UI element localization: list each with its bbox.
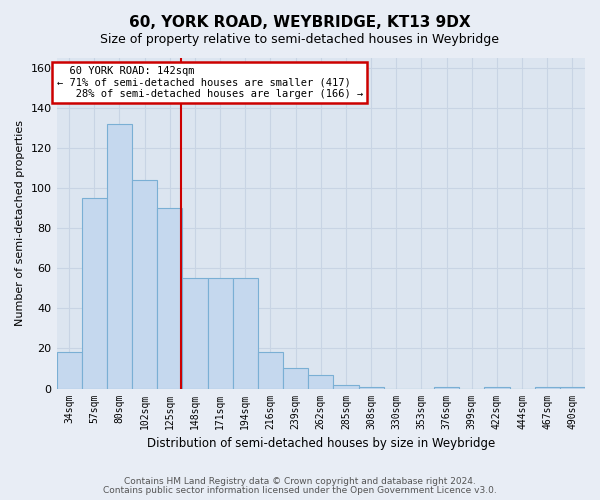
Bar xyxy=(82,198,107,388)
Bar xyxy=(132,180,157,388)
Bar xyxy=(182,278,208,388)
Bar xyxy=(258,352,283,388)
Text: Size of property relative to semi-detached houses in Weybridge: Size of property relative to semi-detach… xyxy=(101,32,499,46)
Text: Contains HM Land Registry data © Crown copyright and database right 2024.: Contains HM Land Registry data © Crown c… xyxy=(124,477,476,486)
Y-axis label: Number of semi-detached properties: Number of semi-detached properties xyxy=(15,120,25,326)
Bar xyxy=(359,386,383,388)
X-axis label: Distribution of semi-detached houses by size in Weybridge: Distribution of semi-detached houses by … xyxy=(146,437,495,450)
Bar xyxy=(208,278,233,388)
Bar xyxy=(535,386,560,388)
Text: 60, YORK ROAD, WEYBRIDGE, KT13 9DX: 60, YORK ROAD, WEYBRIDGE, KT13 9DX xyxy=(129,15,471,30)
Bar xyxy=(233,278,258,388)
Bar xyxy=(434,386,459,388)
Bar xyxy=(107,124,132,388)
Bar xyxy=(334,384,359,388)
Bar xyxy=(56,352,82,388)
Bar xyxy=(308,374,334,388)
Title: 60, YORK ROAD, WEYBRIDGE, KT13 9DX
Size of property relative to semi-detached ho: 60, YORK ROAD, WEYBRIDGE, KT13 9DX Size … xyxy=(0,499,1,500)
Bar xyxy=(157,208,182,388)
Bar xyxy=(484,386,509,388)
Bar xyxy=(560,386,585,388)
Text: 60 YORK ROAD: 142sqm
← 71% of semi-detached houses are smaller (417)
   28% of s: 60 YORK ROAD: 142sqm ← 71% of semi-detac… xyxy=(56,66,363,99)
Text: Contains public sector information licensed under the Open Government Licence v3: Contains public sector information licen… xyxy=(103,486,497,495)
Bar xyxy=(283,368,308,388)
